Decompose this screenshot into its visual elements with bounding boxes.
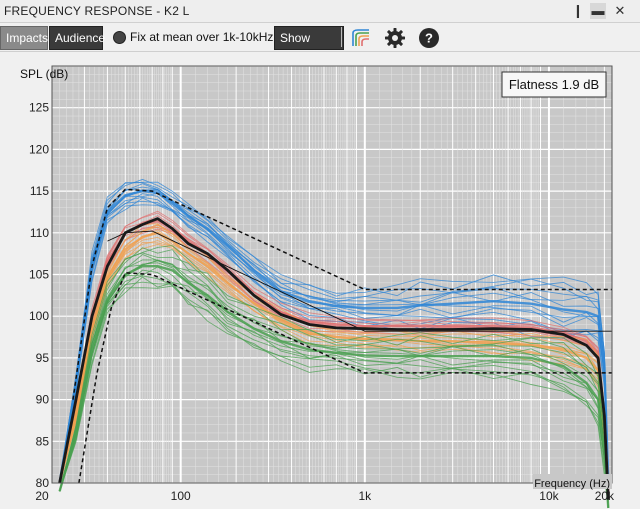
y-tick-label: 100 <box>29 309 49 323</box>
y-tick-label: 110 <box>30 226 49 240</box>
response-curve-blue <box>59 181 609 484</box>
x-tick-label: 20 <box>35 489 49 503</box>
y-tick-label: 85 <box>36 434 50 448</box>
fix-at-mean-radio[interactable] <box>113 31 126 44</box>
plot-border <box>51 65 613 484</box>
response-curve-green <box>59 285 609 509</box>
response-curve-blue <box>59 186 609 484</box>
toolbar-separator <box>341 27 342 47</box>
show-mean-button[interactable]: Show mean <box>274 26 344 67</box>
flatness-box <box>501 71 607 98</box>
response-curve-green <box>59 281 609 509</box>
pin-icon[interactable]: ❙ <box>572 3 584 18</box>
flatness-label: Flatness 1.9 dB <box>509 77 599 92</box>
target-upper-line <box>72 188 612 400</box>
response-curve-orange <box>59 232 609 500</box>
x-axis-label: Frequency (Hz) <box>534 478 610 490</box>
response-curve-orange <box>59 240 609 500</box>
x-tick-label: 100 <box>171 489 191 503</box>
response-curve-green <box>59 247 609 509</box>
response-curve-red <box>59 210 609 492</box>
y-tick-label: 120 <box>29 142 49 156</box>
y-tick-label: 125 <box>29 101 49 115</box>
response-curve-orange <box>59 241 609 500</box>
help-icon[interactable]: ? <box>418 27 440 49</box>
response-curve-green <box>59 269 609 509</box>
response-curve-green <box>59 259 609 509</box>
svg-text:?: ? <box>425 31 433 46</box>
impacts-button[interactable]: Impacts <box>0 26 48 50</box>
y-tick-label: 95 <box>36 351 50 365</box>
y-axis-label: SPL (dB) <box>20 67 68 81</box>
x-tick-label: 1k <box>358 489 372 503</box>
target-lines <box>72 188 612 484</box>
frequency-response-chart[interactable]: 80 85 90 95 100 105 110 115 120 125 20 100 1k 10k 20k… <box>0 52 640 509</box>
y-tick-label: 80 <box>36 476 50 490</box>
response-curve-red <box>59 215 609 492</box>
close-icon[interactable]: ✕ <box>614 3 626 18</box>
x-tick-label: 10k <box>539 489 559 503</box>
response-curve-green <box>59 253 609 509</box>
x-tick-label: 20k <box>595 489 615 503</box>
fix-at-mean-label: Fix at mean over 1k-10kHz <box>130 30 274 44</box>
grid <box>51 65 613 484</box>
minimize-icon[interactable]: ▬ <box>590 3 606 19</box>
target-lower-line <box>78 272 612 484</box>
y-tick-labels: 80 85 90 95 100 105 110 115 120 125 <box>29 101 49 490</box>
target-center-line <box>107 230 612 332</box>
gear-icon[interactable] <box>384 27 406 49</box>
response-curve-blue <box>59 193 609 484</box>
y-tick-label: 115 <box>30 184 49 198</box>
x-tick-labels: 20 100 1k 10k 20k <box>35 489 615 503</box>
y-tick-label: 105 <box>29 268 49 282</box>
band-core-orange <box>58 231 610 500</box>
response-curve-blue <box>59 178 609 484</box>
window-title: FREQUENCY RESPONSE - K2 L <box>4 4 190 18</box>
x-axis-label-bg <box>533 474 612 489</box>
band-core-blue <box>58 189 610 484</box>
mean-curve <box>58 217 610 500</box>
response-curve-orange <box>59 243 609 500</box>
response-curve-green <box>59 276 609 509</box>
response-curve-green <box>59 245 609 509</box>
y-tick-label: 90 <box>36 393 50 407</box>
response-curve-orange <box>59 223 609 500</box>
curves-icon[interactable] <box>350 27 372 49</box>
audience-button[interactable]: Audience <box>49 26 105 50</box>
response-curve-green <box>59 275 609 509</box>
mean-line <box>58 217 610 500</box>
title-bar: FREQUENCY RESPONSE - K2 L ❙ ▬ ✕ <box>0 0 640 23</box>
